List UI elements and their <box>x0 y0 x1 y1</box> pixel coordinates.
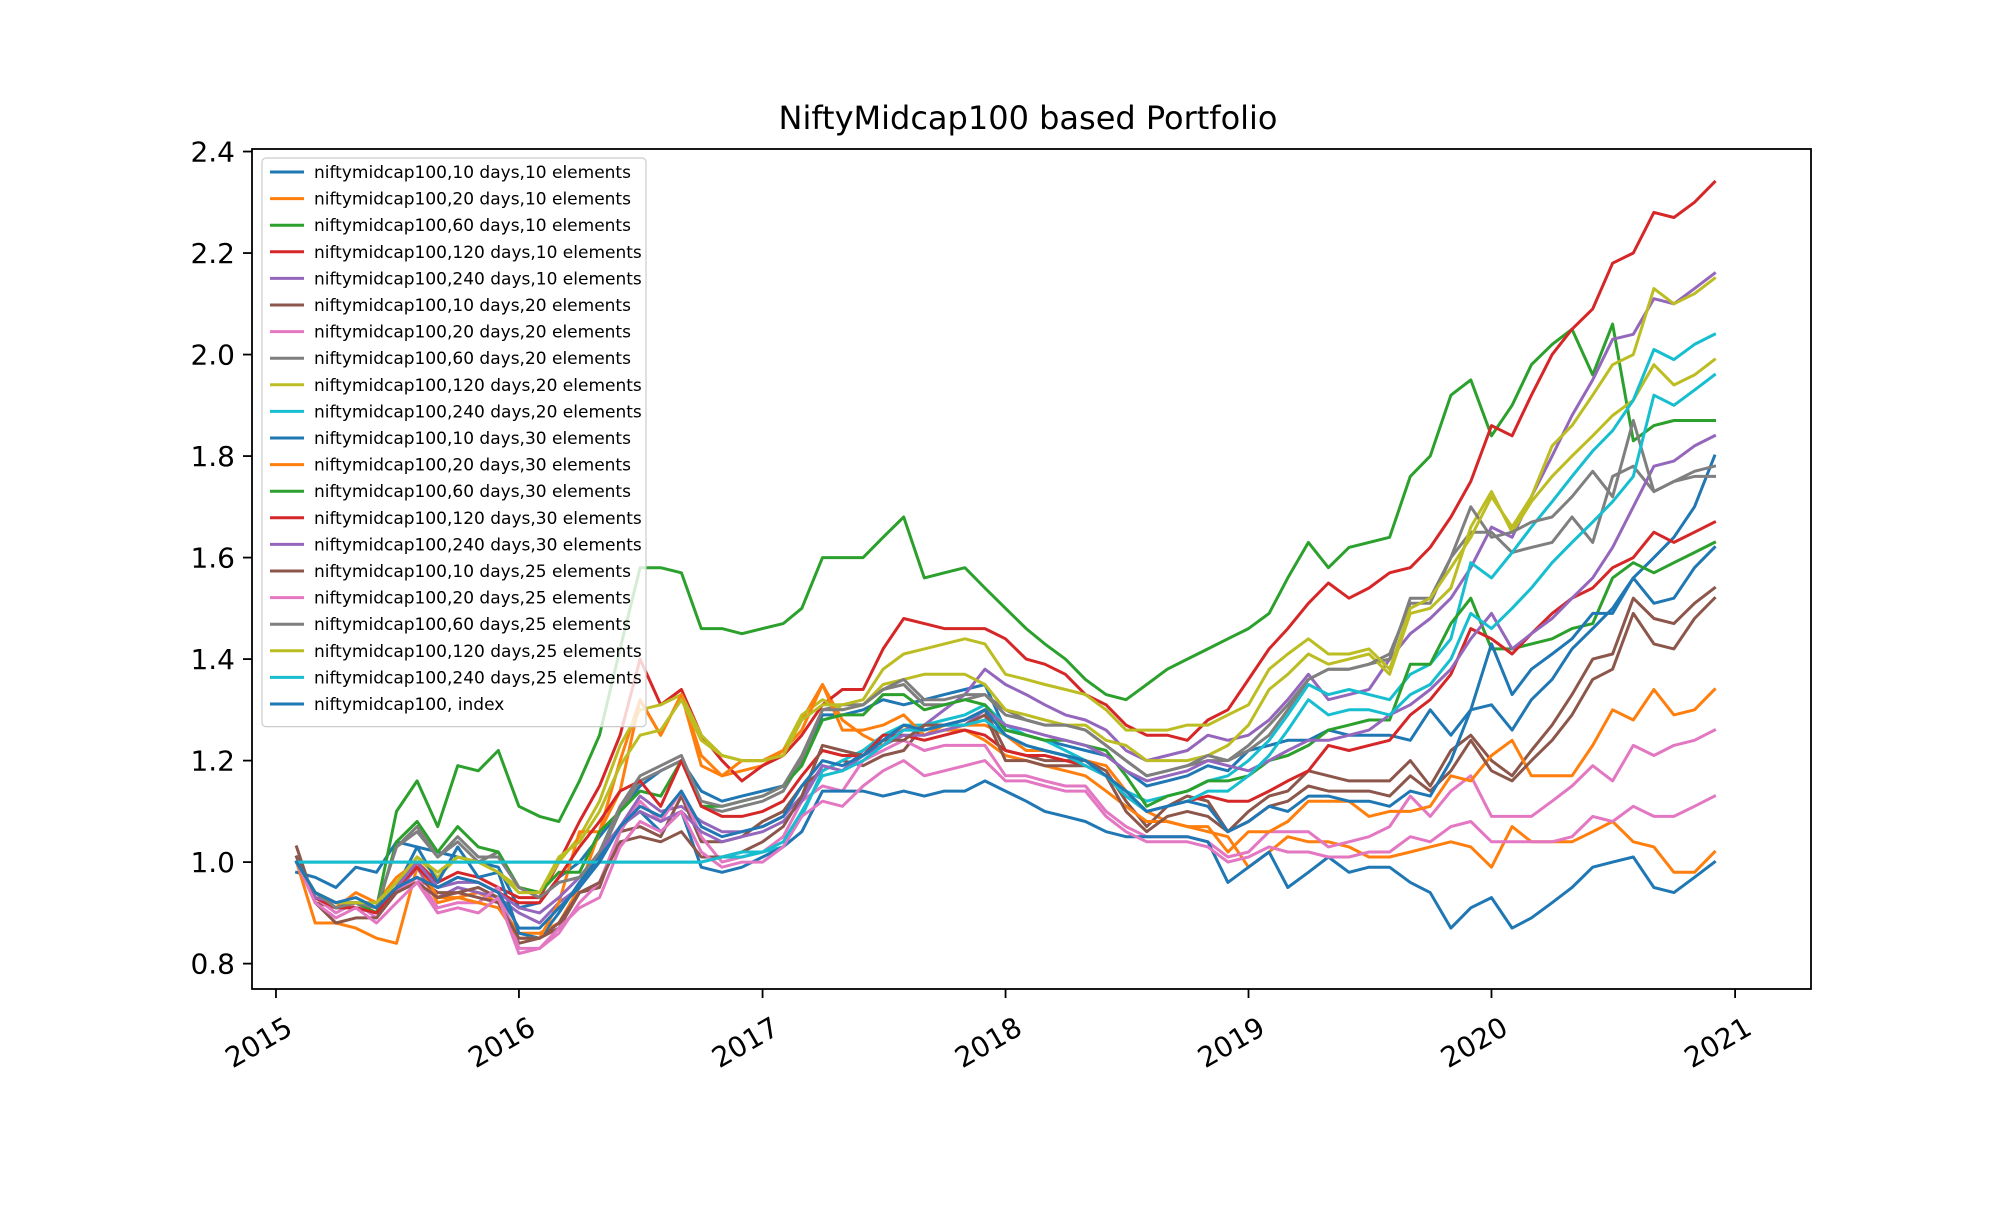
y-tick-label: 1.6 <box>190 542 235 575</box>
series-line-4 <box>294 179 1717 915</box>
y-tick-label: 1.2 <box>190 745 235 778</box>
legend-label: niftymidcap100,60 days,20 elements <box>314 349 631 369</box>
legend-label: niftymidcap100,240 days,10 elements <box>314 269 642 289</box>
series-line-17 <box>294 759 1717 955</box>
y-tick-label: 1.0 <box>190 846 235 879</box>
legend-label: niftymidcap100,240 days,30 elements <box>314 535 642 555</box>
series-line-19 <box>294 276 1717 905</box>
y-tick-label: 0.8 <box>190 948 235 981</box>
legend: niftymidcap100,10 days,10 elements niftym… <box>261 157 647 728</box>
legend-label: niftymidcap100,240 days,25 elements <box>314 668 642 688</box>
legend-box <box>261 157 647 728</box>
series-line-3 <box>294 322 1716 910</box>
legend-label: niftymidcap100,60 days,10 elements <box>314 216 631 236</box>
legend-label: niftymidcap100,10 days,30 elements <box>314 429 631 449</box>
legend-label: niftymidcap100, index <box>314 695 504 715</box>
series-line-16 <box>294 596 1717 940</box>
y-tick-label: 1.4 <box>190 643 235 676</box>
chart-title: NiftyMidcap100 based Portfolio <box>779 99 1278 137</box>
y-tick-label: 1.8 <box>190 440 235 473</box>
legend-label: niftymidcap100,120 days,30 elements <box>314 509 642 529</box>
series-line-15 <box>294 433 1717 915</box>
legend-label: niftymidcap100,240 days,20 elements <box>314 402 642 422</box>
series-line-5 <box>294 271 1717 925</box>
legend-label: niftymidcap100,120 days,10 elements <box>314 243 642 263</box>
legend-label: niftymidcap100,120 days,25 elements <box>314 642 642 662</box>
legend-label: niftymidcap100,10 days,20 elements <box>314 296 631 316</box>
legend-label: niftymidcap100,10 days,10 elements <box>314 163 631 183</box>
legend-label: niftymidcap100,120 days,20 elements <box>314 376 642 396</box>
legend-label: niftymidcap100,10 days,25 elements <box>314 562 631 582</box>
plot-frame <box>251 148 1812 990</box>
legend-label: niftymidcap100,20 days,25 elements <box>314 589 631 609</box>
series-line-18 <box>294 419 1717 910</box>
legend-label: niftymidcap100,20 days,30 elements <box>314 456 631 476</box>
y-tick-label: 2.4 <box>190 136 235 169</box>
series-layer <box>294 179 1717 955</box>
series-line-21 <box>294 545 1717 930</box>
legend-label: niftymidcap100,60 days,30 elements <box>314 482 631 502</box>
series-line-11 <box>294 779 1717 940</box>
series-line-7 <box>294 728 1717 950</box>
series-line-13 <box>294 540 1717 915</box>
y-tick-label: 2.0 <box>190 339 235 372</box>
legend-label: niftymidcap100,20 days,20 elements <box>314 323 631 343</box>
legend-label: niftymidcap100,60 days,25 elements <box>314 615 631 635</box>
legend-label: niftymidcap100,20 days,10 elements <box>314 190 631 210</box>
y-tick-label: 2.2 <box>190 237 235 270</box>
